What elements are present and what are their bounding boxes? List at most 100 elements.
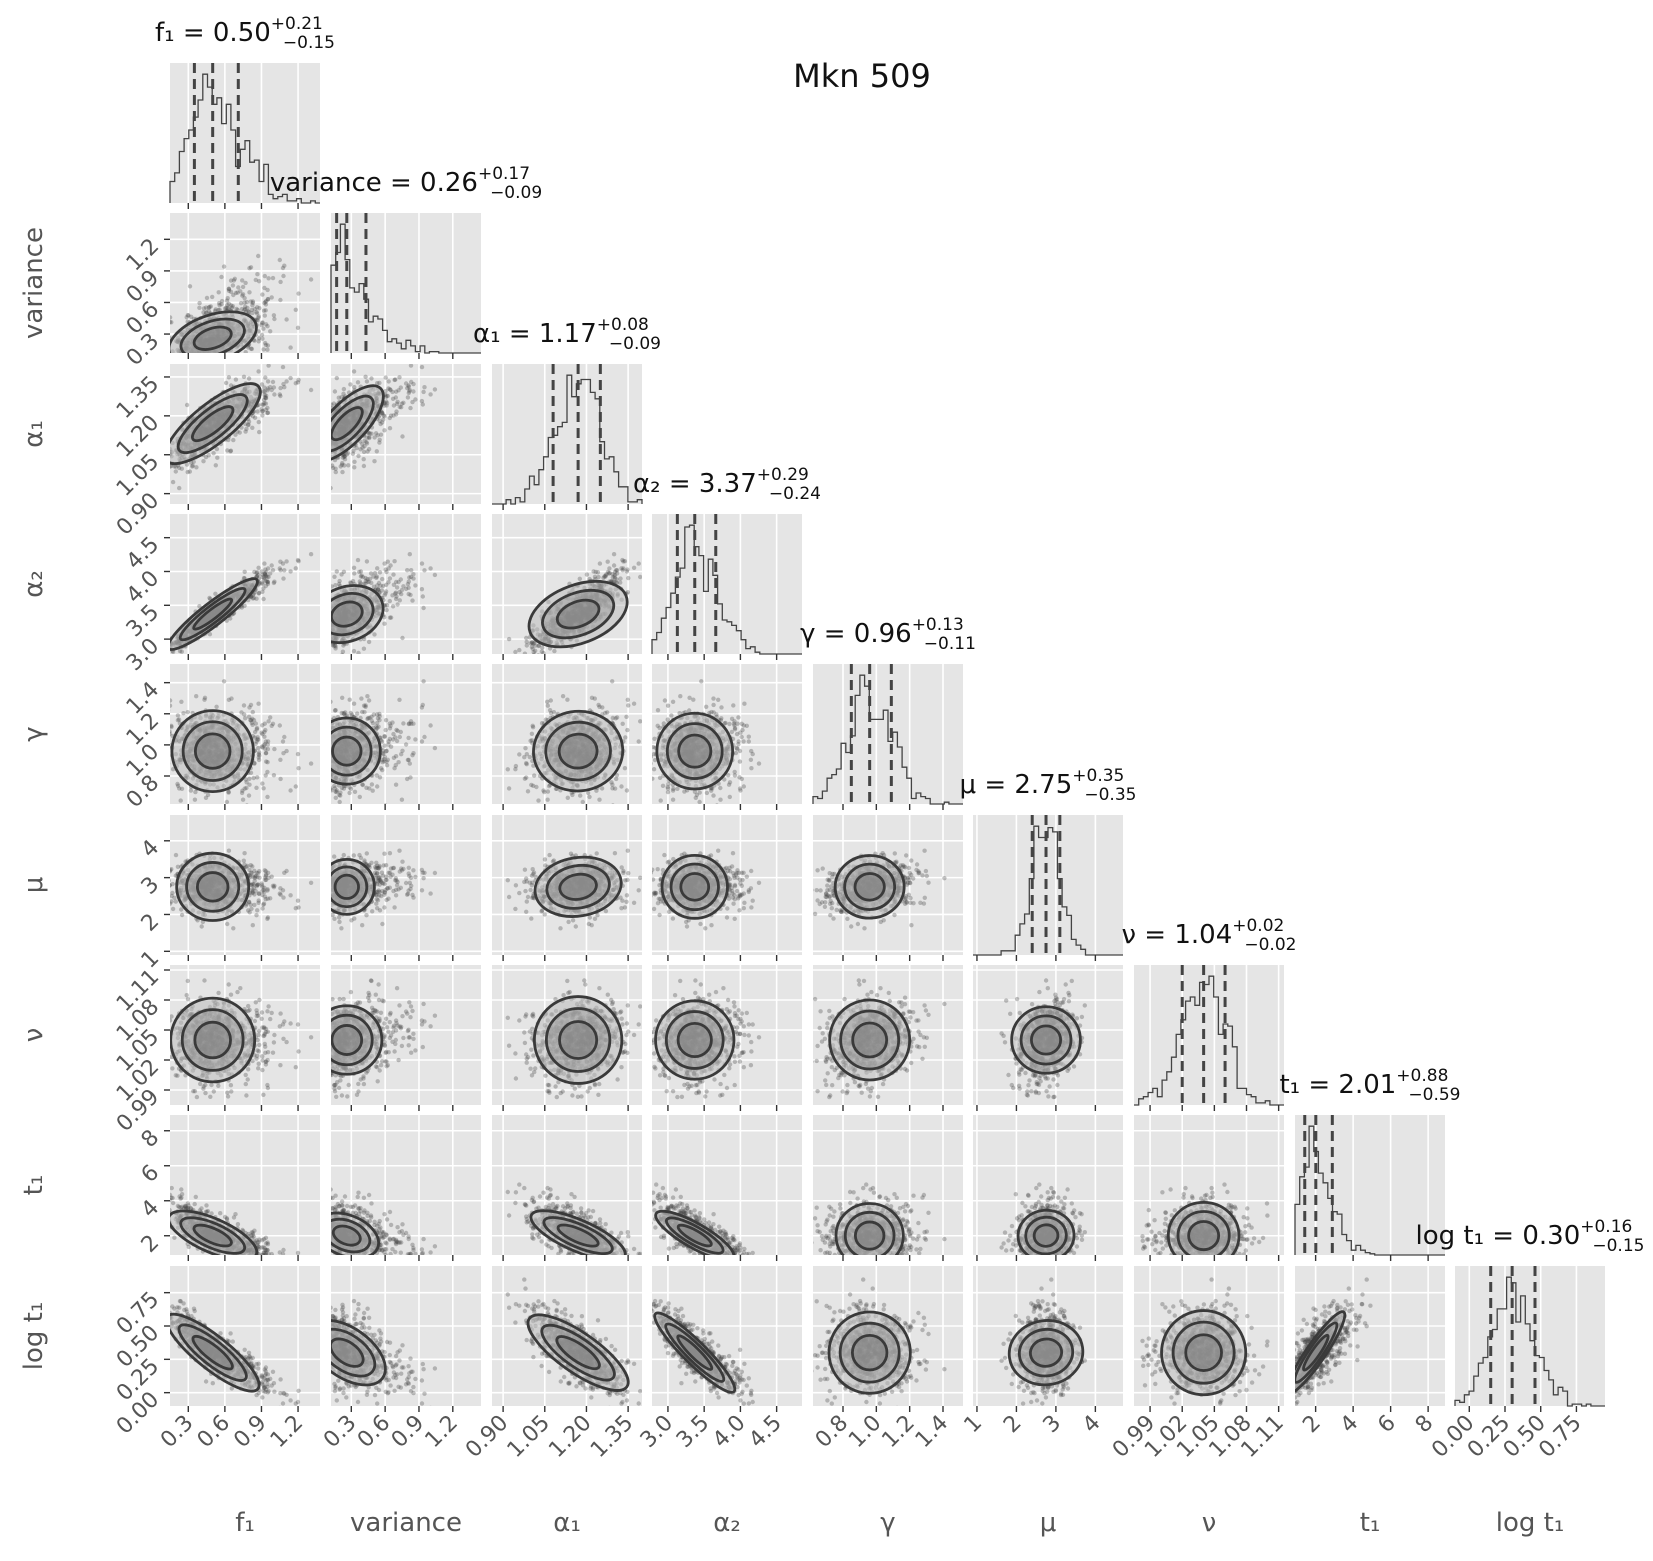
- sample-point: [284, 748, 289, 754]
- sample-point: [390, 593, 395, 598]
- sample-point: [595, 570, 601, 575]
- sample-point: [365, 579, 370, 584]
- sample-point: [393, 412, 399, 417]
- sample-point: [324, 633, 328, 637]
- sample-point: [254, 785, 259, 790]
- sample-point: [327, 450, 331, 454]
- sample-point: [242, 307, 247, 313]
- sample-point: [531, 649, 536, 654]
- sample-point: [352, 465, 357, 470]
- sample-point: [179, 699, 184, 704]
- sample-point: [178, 798, 183, 803]
- sample-point: [332, 643, 338, 648]
- sample-point: [233, 290, 239, 296]
- sample-point: [170, 320, 174, 325]
- sample-point: [173, 464, 178, 469]
- sample-point: [193, 352, 196, 353]
- sample-point: [625, 590, 630, 595]
- sample-point: [605, 559, 610, 564]
- sample-point: [263, 567, 268, 572]
- sample-point: [231, 355, 235, 359]
- sample-point: [331, 454, 332, 458]
- sample-point: [240, 284, 246, 290]
- sample-point: [278, 757, 283, 762]
- sample-point: [320, 652, 324, 656]
- sample-point: [216, 307, 221, 313]
- scatter-panel-4-0: [164, 664, 320, 810]
- sample-point: [365, 577, 370, 582]
- sample-point: [263, 395, 269, 401]
- sample-point: [185, 313, 190, 318]
- sample-point: [170, 356, 174, 360]
- sample-point: [528, 641, 533, 646]
- sample-point: [364, 439, 369, 445]
- sample-point: [340, 460, 345, 466]
- contour-line-0: [527, 579, 629, 649]
- sample-point: [325, 463, 329, 467]
- sample-point: [386, 566, 391, 571]
- sample-point: [321, 469, 325, 473]
- sample-point: [170, 448, 171, 451]
- sample-point: [184, 315, 189, 320]
- sample-point: [247, 782, 252, 787]
- sample-point: [364, 441, 370, 446]
- sample-point: [421, 605, 426, 611]
- sample-point: [375, 381, 380, 386]
- sample-point: [256, 253, 261, 259]
- title-err-plus: +0.17: [478, 164, 530, 184]
- sample-point: [246, 309, 251, 314]
- sample-point: [226, 301, 232, 307]
- title-err-minus: −0.15: [283, 33, 335, 53]
- sample-point: [339, 572, 344, 577]
- sample-point: [247, 776, 252, 781]
- sample-point: [369, 376, 374, 381]
- sample-point: [150, 367, 154, 371]
- sample-point: [325, 444, 329, 448]
- sample-point: [250, 310, 255, 316]
- sample-point: [373, 431, 379, 436]
- sample-point: [380, 420, 385, 425]
- sample-point: [377, 440, 382, 445]
- sample-point: [523, 657, 527, 661]
- sample-point: [265, 742, 270, 747]
- sample-point: [263, 583, 269, 589]
- sample-point: [211, 451, 216, 456]
- sample-point: [260, 402, 265, 407]
- points-group: [170, 364, 314, 491]
- sample-point: [224, 298, 230, 303]
- sample-point: [262, 729, 267, 735]
- sample-point: [260, 723, 265, 728]
- sample-point: [324, 641, 328, 645]
- sample-point: [263, 396, 268, 401]
- sample-point: [604, 572, 609, 577]
- sample-point: [262, 300, 267, 306]
- sample-point: [205, 360, 209, 364]
- sample-point: [265, 379, 271, 384]
- sample-point: [204, 356, 208, 360]
- sample-point: [189, 352, 193, 353]
- sample-point: [394, 594, 399, 599]
- sample-point: [206, 453, 211, 458]
- sample-point: [288, 345, 293, 350]
- scatter-panel-2-1: [321, 364, 481, 510]
- sample-point: [397, 375, 402, 380]
- sample-point: [342, 454, 347, 460]
- sample-point: [261, 575, 267, 580]
- sample-point: [215, 455, 220, 460]
- sample-point: [255, 318, 260, 323]
- sample-point: [410, 399, 415, 405]
- points-group: [150, 253, 314, 371]
- sample-point: [364, 559, 370, 564]
- sample-point: [278, 297, 283, 303]
- sample-point: [204, 356, 208, 360]
- sample-point: [320, 629, 324, 633]
- sample-point: [240, 293, 245, 298]
- sample-point: [342, 457, 348, 462]
- sample-point: [246, 793, 252, 798]
- sample-point: [384, 401, 390, 406]
- sample-point: [226, 288, 232, 293]
- sample-point: [372, 435, 377, 440]
- sample-point: [393, 395, 398, 400]
- sample-point: [322, 633, 326, 637]
